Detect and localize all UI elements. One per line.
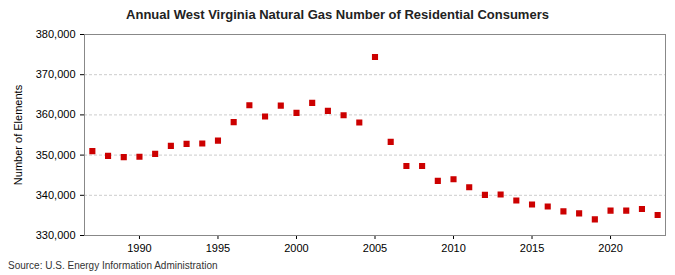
svg-text:2005: 2005 [363, 242, 387, 254]
svg-text:350,000: 350,000 [36, 149, 76, 161]
html-text:Source: U.S. Energy Informatio: Source: U.S. Energy Information Administ… [8, 260, 218, 271]
svg-text:340,000: 340,000 [36, 189, 76, 201]
svg-text:2010: 2010 [441, 242, 465, 254]
svg-text:370,000: 370,000 [36, 68, 76, 80]
svg-text:330,000: 330,000 [36, 229, 76, 241]
svg-text:2015: 2015 [520, 242, 544, 254]
svg-text:1995: 1995 [206, 242, 230, 254]
html-text:Annual West Virginia Natural G: Annual West Virginia Natural Gas Number … [126, 7, 549, 22]
svg-text:1990: 1990 [127, 242, 151, 254]
svg-text:2000: 2000 [284, 242, 308, 254]
svg-text:Number of Elements: Number of Elements [12, 84, 24, 185]
svg-text:2020: 2020 [598, 242, 622, 254]
svg-text:360,000: 360,000 [36, 108, 76, 120]
svg-text:380,000: 380,000 [36, 28, 76, 40]
